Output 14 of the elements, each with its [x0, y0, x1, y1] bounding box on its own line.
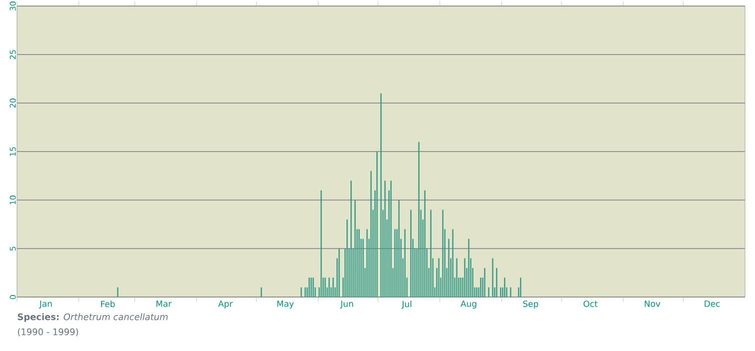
- x-tick-label: Jan: [38, 300, 52, 308]
- x-tick-label: Jul: [401, 300, 412, 309]
- x-tick-label: Feb: [101, 300, 115, 308]
- x-tick-label: Jun: [340, 300, 353, 308]
- x-tick-label: Nov: [644, 300, 660, 307]
- x-tick-label: Sep: [523, 300, 538, 309]
- x-tick-label: Apr: [218, 300, 233, 308]
- text: Species: Orthetrum cancellatum: [18, 313, 168, 322]
- x-tick-label: Aug: [460, 300, 476, 308]
- x-tick-label: Mar: [156, 300, 172, 307]
- text: (1990 - 1999): [18, 328, 78, 336]
- x-tick-label: May: [277, 300, 294, 308]
- x-tick-label: Oct: [584, 300, 598, 307]
- x-tick-label: Dec: [704, 300, 720, 307]
